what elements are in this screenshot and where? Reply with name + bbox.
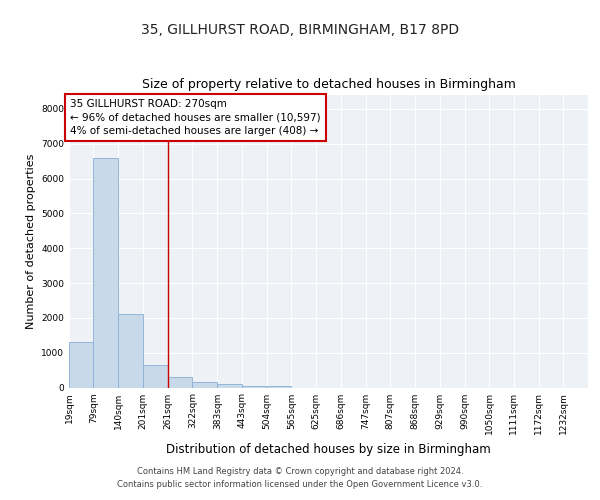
- Bar: [167, 377, 192, 388]
- Bar: [217, 384, 242, 388]
- Text: Contains HM Land Registry data © Crown copyright and database right 2024.: Contains HM Land Registry data © Crown c…: [137, 467, 463, 476]
- Bar: [193, 382, 217, 388]
- Text: 35 GILLHURST ROAD: 270sqm
← 96% of detached houses are smaller (10,597)
4% of se: 35 GILLHURST ROAD: 270sqm ← 96% of detac…: [70, 100, 320, 136]
- Title: Size of property relative to detached houses in Birmingham: Size of property relative to detached ho…: [142, 78, 515, 91]
- X-axis label: Distribution of detached houses by size in Birmingham: Distribution of detached houses by size …: [166, 443, 491, 456]
- Bar: [242, 386, 266, 388]
- Bar: [143, 365, 167, 388]
- Text: Contains public sector information licensed under the Open Government Licence v3: Contains public sector information licen…: [118, 480, 482, 489]
- Bar: [118, 314, 143, 388]
- Bar: [266, 386, 291, 388]
- Text: 35, GILLHURST ROAD, BIRMINGHAM, B17 8PD: 35, GILLHURST ROAD, BIRMINGHAM, B17 8PD: [141, 22, 459, 36]
- Y-axis label: Number of detached properties: Number of detached properties: [26, 154, 35, 329]
- Bar: [69, 342, 94, 388]
- Bar: [94, 158, 118, 388]
